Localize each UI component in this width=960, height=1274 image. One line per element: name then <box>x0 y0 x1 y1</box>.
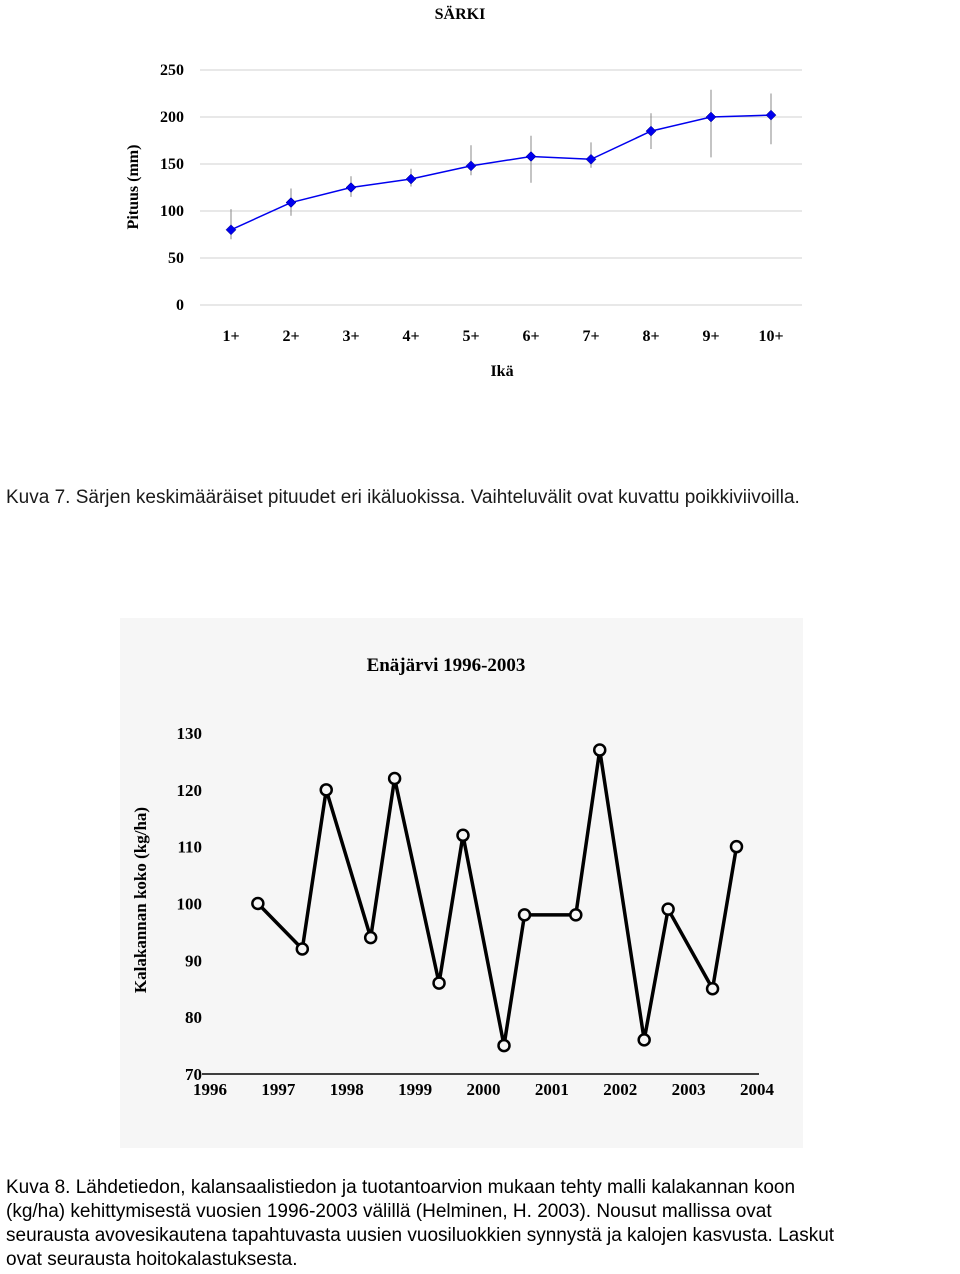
chart2-point <box>432 976 446 990</box>
chart1-point <box>285 197 297 208</box>
chart1-markers <box>225 109 777 236</box>
chart2-y-tick-labels: 70 80 90 100 110 120 130 <box>177 724 203 1084</box>
chart-enajarvi-panel: Enäjärvi 1996-2003 Kalakannan koko (kg/h… <box>120 618 803 1148</box>
chart1-series-line <box>230 114 772 231</box>
chart2-point <box>387 771 402 786</box>
chart-enajarvi: Enäjärvi 1996-2003 Kalakannan koko (kg/h… <box>131 655 775 1099</box>
chart1-x-tick-label: 9+ <box>702 328 719 345</box>
chart1-y-tick-label: 200 <box>160 109 184 126</box>
chart2-point <box>363 930 378 945</box>
chart1-y-tick-label: 150 <box>160 156 184 173</box>
chart1-y-tick-label: 0 <box>176 297 184 314</box>
chart2-point <box>251 896 265 911</box>
chart2-y-tick-label: 120 <box>177 781 203 800</box>
figure-8-caption-line-2: (kg/ha) kehittymisestä vuosien 1996-2003… <box>6 1201 772 1222</box>
chart1-point <box>645 125 657 137</box>
chart1-point <box>345 182 357 193</box>
chart2-point <box>497 1038 511 1053</box>
chart1-point <box>705 111 717 123</box>
chart2-y-axis-label: Kalakannan koko (kg/ha) <box>131 807 150 993</box>
chart2-point <box>456 828 470 843</box>
figure-8-caption: Kuva 8. Lähdetiedon, kalansaalistiedon j… <box>6 1176 956 1272</box>
chart1-point <box>465 160 477 172</box>
chart2-point <box>661 902 675 916</box>
chart2-y-tick-label: 80 <box>185 1008 202 1027</box>
chart2-point <box>637 1033 651 1047</box>
chart1-point <box>765 109 777 121</box>
chart2-y-tick-label: 110 <box>177 838 202 857</box>
chart1-x-tick-label: 10+ <box>758 328 783 345</box>
chart2-title: Enäjärvi 1996-2003 <box>367 655 526 676</box>
chart1-x-tick-label: 2+ <box>282 328 299 345</box>
chart1-point <box>585 153 597 165</box>
figure-8-caption-line-3: seurausta avovesikautena tapahtuvasta uu… <box>6 1225 835 1246</box>
chart2-x-tick-label: 1996 <box>193 1080 227 1099</box>
chart2-point <box>319 783 333 797</box>
chart1-x-tick-label: 4+ <box>402 328 419 345</box>
chart2-y-tick-label: 130 <box>177 724 203 743</box>
chart2-y-tick-label: 70 <box>185 1065 202 1084</box>
chart1-x-tick-label: 1+ <box>222 328 239 345</box>
chart1-x-tick-label: 8+ <box>642 328 659 345</box>
chart1-point <box>405 173 417 185</box>
chart1-y-tick-label: 100 <box>160 203 184 220</box>
chart-sarki: SÄRKI 0 50 100 150 200 250 Pituus (mm) 1+ 2+ 3+… <box>125 5 802 380</box>
chart2-x-tick-label: 2001 <box>535 1080 569 1099</box>
chart2-point <box>517 908 532 922</box>
chart2-x-tick-label: 1998 <box>330 1080 364 1099</box>
chart1-y-axis-label: Pituus (mm) <box>125 145 142 230</box>
chart1-x-tick-label: 7+ <box>582 328 599 345</box>
chart2-x-tick-labels: 1996 1997 1998 1999 2000 2001 2002 2003 2004 <box>193 1080 775 1099</box>
chart2-x-tick-label: 2000 <box>467 1080 501 1099</box>
chart2-x-tick-label: 2003 <box>672 1080 706 1099</box>
chart2-point <box>592 743 607 757</box>
chart1-x-axis-label: Ikä <box>490 363 513 380</box>
figure-8-caption-line-4: ovat seurausta hoitokalastuksesta. <box>6 1249 298 1270</box>
figure-7-caption: Kuva 7. Särjen keskimääräiset pituudet e… <box>6 487 800 508</box>
chart1-x-tick-label: 5+ <box>462 328 479 345</box>
chart2-x-tick-label: 1997 <box>261 1080 296 1099</box>
chart2-x-tick-label: 2004 <box>740 1080 775 1099</box>
chart1-point <box>225 224 237 236</box>
figure-8-caption-line-1: Kuva 8. Lähdetiedon, kalansaalistiedon j… <box>6 1177 796 1198</box>
chart1-y-tick-label: 250 <box>160 62 184 79</box>
chart1-line <box>230 114 772 231</box>
chart1-x-tick-label: 6+ <box>522 328 539 345</box>
chart2-point <box>295 942 310 956</box>
chart1-x-tick-labels: 1+ 2+ 3+ 4+ 5+ 6+ 7+ 8+ 9+ 10+ <box>222 328 783 345</box>
chart2-point <box>569 908 583 922</box>
chart1-title: SÄRKI <box>435 5 486 23</box>
chart2-y-tick-label: 100 <box>177 895 203 914</box>
chart1-gridlines <box>200 69 802 306</box>
chart2-point <box>705 982 720 996</box>
chart2-markers <box>251 743 744 1053</box>
chart1-point <box>525 151 537 162</box>
chart1-y-tick-label: 50 <box>168 250 184 267</box>
chart1-y-tick-labels: 0 50 100 150 200 250 <box>160 62 184 314</box>
chart2-y-tick-label: 90 <box>185 951 202 970</box>
chart1-x-tick-label: 3+ <box>342 328 359 345</box>
chart2-x-tick-label: 1999 <box>398 1080 432 1099</box>
chart2-x-tick-label: 2002 <box>603 1080 637 1099</box>
chart2-point <box>729 839 744 854</box>
